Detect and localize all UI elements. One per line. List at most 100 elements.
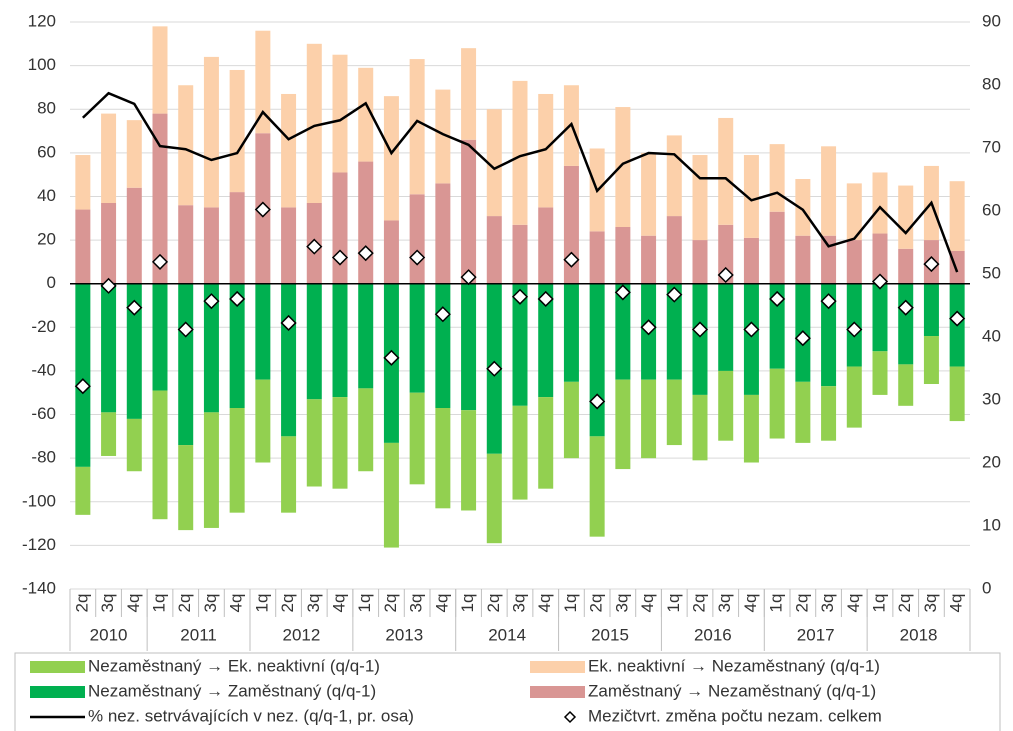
bar — [332, 172, 348, 284]
bar — [178, 445, 194, 531]
bar — [821, 235, 837, 284]
bar — [229, 69, 245, 193]
bar — [615, 226, 631, 284]
diamond-marker — [897, 299, 914, 316]
x-tick-label: 4q — [329, 594, 348, 613]
y-tick-label: 40 — [37, 186, 56, 205]
bar — [538, 93, 554, 208]
x-tick: 2q — [484, 594, 503, 613]
x-tick: 4q — [844, 594, 863, 613]
bar — [281, 283, 297, 437]
bar — [666, 379, 682, 446]
x-tick: 2q — [895, 594, 914, 613]
bar — [666, 283, 682, 380]
x-tick: 1q — [252, 594, 271, 613]
x-tick: 1q — [458, 594, 477, 613]
bar — [512, 80, 528, 225]
y2-tick-label: 10 — [982, 515, 1001, 534]
x-tick-label: 3q — [612, 594, 631, 613]
bar — [666, 216, 682, 284]
bar — [75, 283, 91, 467]
bar — [178, 283, 194, 446]
bar — [358, 67, 374, 162]
x-tick-label: 4q — [947, 594, 966, 613]
bar — [203, 412, 219, 528]
bar — [306, 43, 322, 204]
bar — [229, 192, 245, 284]
bar — [872, 283, 888, 352]
y2-tick-label: 20 — [982, 452, 1001, 471]
x-tick: 1q — [149, 594, 168, 613]
x-tick: 4q — [329, 594, 348, 613]
diamond-marker — [640, 319, 657, 336]
x-tick: 4q — [535, 594, 554, 613]
bar — [872, 351, 888, 395]
bar — [255, 283, 271, 380]
bar — [589, 283, 605, 437]
year-label: 2016 — [694, 625, 732, 644]
diamond-marker — [846, 321, 863, 338]
y-tick-label: -100 — [22, 491, 56, 510]
legend-label: Nezaměstnaný → Zaměstnaný (q/q-1) — [88, 681, 376, 700]
year-label: 2012 — [283, 625, 321, 644]
x-tick: 1q — [664, 594, 683, 613]
bar — [332, 283, 348, 398]
y-tick-label: 20 — [37, 230, 56, 249]
bar — [152, 283, 168, 391]
bar — [435, 183, 451, 284]
bar — [255, 30, 271, 134]
diamond-marker — [357, 245, 374, 262]
y2-tick-label: 50 — [982, 263, 1001, 282]
bar — [898, 248, 914, 284]
year-label: 2011 — [180, 625, 217, 644]
x-tick-label: 4q — [227, 594, 246, 613]
x-tick: 4q — [227, 594, 246, 613]
bar — [75, 155, 91, 210]
y2-tick-label: 90 — [982, 11, 1001, 30]
diamond-marker — [511, 288, 529, 305]
x-tick-label: 4q — [638, 594, 657, 613]
bar — [692, 283, 708, 395]
x-tick: 3q — [304, 594, 323, 613]
x-tick: 3q — [715, 594, 734, 613]
bar — [461, 139, 477, 284]
bar — [795, 235, 811, 284]
diamond-marker — [717, 266, 734, 284]
bar — [486, 109, 502, 217]
y-tick-label: 60 — [37, 142, 56, 161]
year-label: 2018 — [900, 625, 938, 644]
y2-tick-label: 60 — [982, 200, 1001, 219]
bar — [692, 240, 708, 284]
x-tick-label: 3q — [201, 594, 220, 613]
bar — [872, 233, 888, 284]
bar — [615, 379, 631, 470]
x-tick-label: 3q — [818, 594, 837, 613]
x-tick: 2q — [175, 594, 194, 613]
x-tick-label: 3q — [715, 594, 734, 613]
diamond-marker — [151, 253, 169, 270]
bar — [409, 392, 425, 485]
bar — [743, 283, 759, 395]
x-tick: 4q — [741, 594, 760, 613]
bar — [461, 283, 477, 411]
bar — [898, 185, 914, 249]
bar — [769, 144, 785, 212]
x-tick-label: 3q — [98, 594, 117, 613]
y-tick-label: 120 — [28, 11, 56, 30]
bar — [383, 442, 399, 548]
bar — [821, 386, 837, 441]
bar — [101, 203, 117, 284]
x-tick-label: 1q — [252, 594, 271, 613]
x-tick-label: 3q — [509, 594, 528, 613]
bar — [229, 283, 245, 408]
bar — [846, 240, 862, 284]
legend-swatch — [30, 686, 85, 698]
x-tick: 4q — [947, 594, 966, 613]
bar — [255, 379, 271, 463]
x-tick: 4q — [638, 594, 657, 613]
diamond-marker — [229, 290, 246, 308]
bar — [821, 146, 837, 236]
diamond-marker — [614, 284, 631, 301]
bar — [126, 418, 142, 472]
bar — [383, 96, 399, 221]
